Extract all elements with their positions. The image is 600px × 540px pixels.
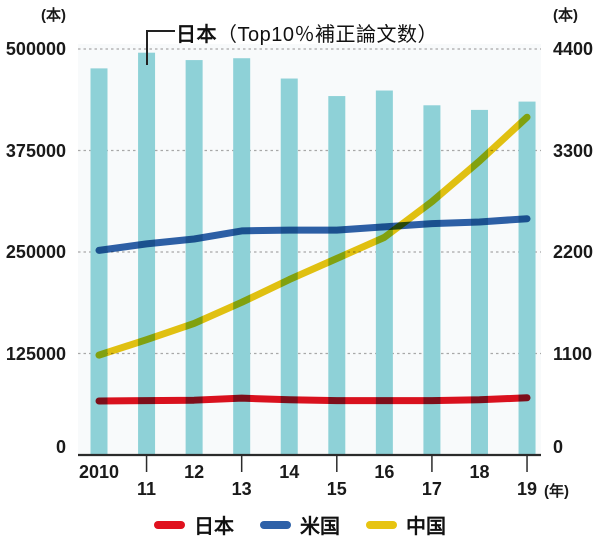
bar-11 [138, 52, 156, 455]
line-中国 [95, 113, 531, 359]
bar-2010 [90, 68, 108, 456]
bars-annotation-label: 日本（Top10％補正論文数） [176, 18, 438, 47]
right-tick-4400: 4400 [553, 39, 594, 59]
right-tick-3300: 3300 [553, 140, 594, 161]
bar-18 [470, 109, 488, 456]
bar-12 [185, 60, 203, 456]
usa-line-swatch [260, 520, 291, 529]
legend: 日本 米国 中国 [0, 510, 600, 539]
bar-17 [423, 105, 441, 455]
x-label-16: 16 [374, 462, 395, 482]
annotation-country: 日本 [176, 24, 217, 46]
legend-item-japan: 日本 [154, 510, 234, 539]
x-label-18: 18 [469, 462, 490, 482]
left-tick-250000: 250000 [5, 242, 66, 262]
legend-label-china: 中国 [406, 516, 446, 538]
bar-16 [375, 90, 393, 455]
legend-item-china: 中国 [366, 510, 446, 539]
bar-15 [328, 96, 346, 456]
line-日本 [95, 394, 531, 405]
x-label-14: 14 [279, 462, 300, 482]
annotation-detail: （Top10％補正論文数） [217, 24, 438, 46]
annotation-pointer-line [146, 30, 175, 65]
right-tick-0: 0 [553, 437, 564, 457]
x-axis-year-suffix: (年) [544, 483, 569, 500]
bar-14 [280, 78, 298, 455]
legend-label-japan: 日本 [194, 516, 234, 538]
left-tick-375000: 375000 [5, 140, 66, 161]
legend-item-usa: 米国 [260, 510, 340, 539]
x-label-12: 12 [184, 462, 205, 482]
left-axis-unit: (本) [41, 7, 66, 24]
line-米国 [95, 215, 531, 254]
plot-area [78, 44, 541, 455]
x-label-17: 17 [421, 479, 442, 499]
right-tick-2200: 2200 [553, 242, 594, 262]
china-line-swatch [366, 520, 397, 529]
left-tick-500000: 500000 [5, 39, 66, 59]
x-label-19: 19 [517, 479, 538, 499]
x-label-11: 11 [137, 479, 157, 499]
x-label-15: 15 [326, 479, 347, 499]
bar-19 [518, 101, 536, 455]
right-tick-1100: 1100 [553, 343, 593, 364]
japan-line-swatch [154, 520, 185, 529]
left-tick-0: 0 [55, 437, 66, 457]
legend-label-usa: 米国 [300, 516, 340, 538]
bar-13 [233, 58, 251, 456]
left-tick-125000: 125000 [5, 343, 66, 364]
x-label-2010: 2010 [78, 462, 120, 482]
right-axis-unit: (本) [553, 7, 578, 24]
x-label-13: 13 [231, 479, 252, 499]
